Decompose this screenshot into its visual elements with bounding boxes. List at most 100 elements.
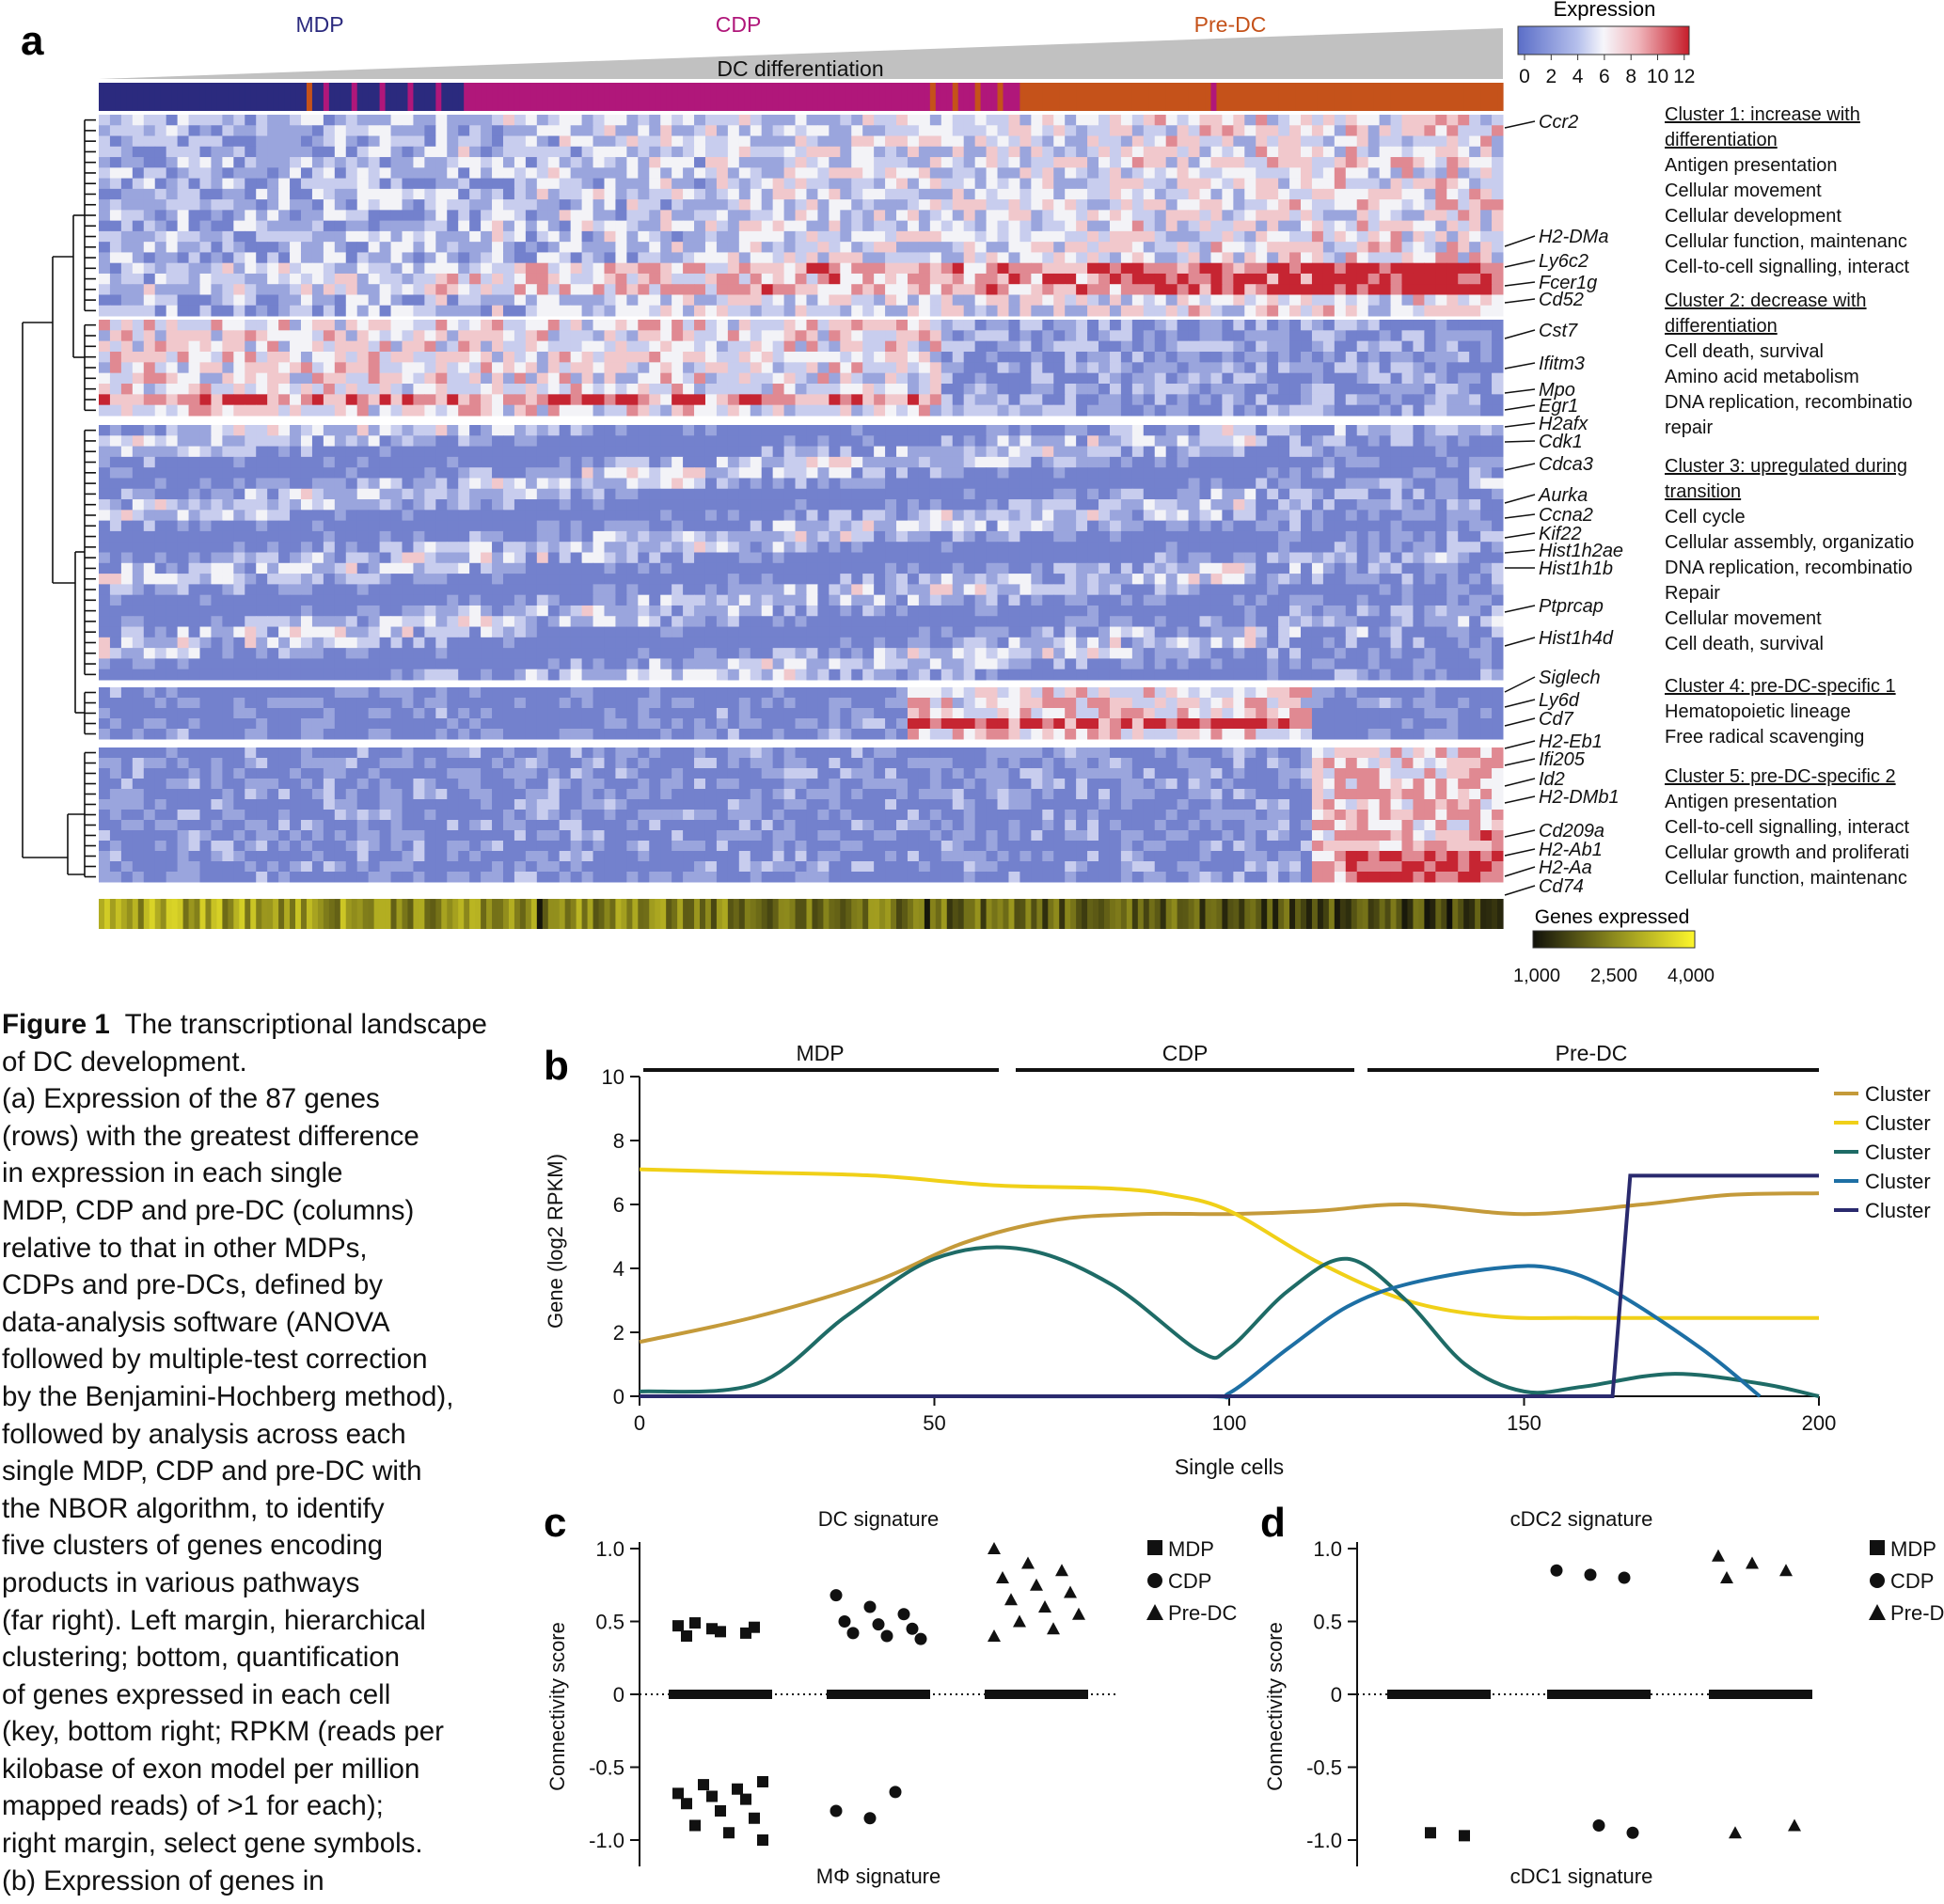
heatmap-cell: [1379, 520, 1392, 532]
heatmap-cell: [99, 330, 111, 342]
heatmap-cell: [177, 394, 190, 406]
heatmap-cell: [345, 372, 358, 385]
heatmap-cell: [581, 467, 594, 479]
heatmap-cell: [1098, 520, 1111, 532]
heatmap-cell: [783, 220, 797, 232]
heatmap-cell: [1334, 242, 1347, 253]
heatmap-cell: [143, 510, 156, 522]
heatmap-cell: [233, 362, 245, 374]
heatmap-cell: [1289, 115, 1302, 126]
heatmap-cell: [604, 488, 616, 500]
heatmap-cell: [1446, 510, 1459, 522]
heatmap-cell: [593, 372, 605, 385]
heatmap-cell: [435, 394, 448, 406]
heatmap-cell: [143, 115, 156, 126]
heatmap-cell: [278, 435, 291, 448]
heatmap-cell: [120, 230, 134, 243]
heatmap-cell: [604, 425, 616, 436]
heatmap-cell: [469, 478, 482, 490]
heatmap-cell: [1120, 178, 1133, 190]
heatmap-cell: [840, 273, 852, 285]
heatmap-cell: [795, 305, 807, 317]
heatmap-cell: [1435, 510, 1447, 522]
heatmap-cell: [1109, 362, 1122, 374]
cell-type-segment: [1435, 83, 1442, 111]
heatmap-cell: [413, 435, 425, 448]
heatmap-cell: [1379, 125, 1392, 137]
heatmap-cell: [514, 199, 527, 211]
heatmap-cell: [188, 446, 200, 458]
heatmap-cell: [492, 340, 504, 353]
heatmap-cell: [256, 115, 268, 126]
heatmap-cell: [840, 467, 852, 479]
cell-type-segment: [1317, 83, 1324, 111]
heatmap-cell: [278, 220, 291, 232]
heatmap-cell: [1322, 146, 1336, 158]
heatmap-cell: [502, 199, 515, 211]
heatmap-cell: [1120, 135, 1133, 148]
heatmap-cell: [862, 210, 875, 222]
heatmap-cell: [1334, 273, 1347, 285]
heatmap-cell: [1289, 320, 1302, 331]
heatmap-cell: [738, 456, 751, 468]
heatmap-cell: [672, 488, 684, 500]
heatmap-cell: [267, 220, 279, 232]
heatmap-cell: [1244, 178, 1256, 190]
heatmap-cell: [570, 167, 583, 180]
heatmap-cell: [885, 252, 897, 264]
heatmap-cell: [862, 115, 875, 126]
heatmap-cell: [1222, 284, 1234, 295]
heatmap-cell: [638, 115, 650, 126]
heatmap-cell: [379, 284, 392, 295]
heatmap-cell: [1165, 384, 1178, 395]
heatmap-cell: [1244, 125, 1256, 137]
heatmap-cell: [963, 384, 976, 395]
cell-type-segment: [1131, 83, 1139, 111]
heatmap-cell: [1345, 178, 1358, 190]
heatmap-cell: [525, 294, 538, 307]
heatmap-cell: [570, 230, 583, 243]
heatmap-cell: [154, 230, 167, 243]
heatmap-cell: [109, 352, 122, 363]
heatmap-cell: [615, 242, 627, 253]
heatmap-cell: [177, 188, 190, 200]
heatmap-cell: [514, 305, 527, 317]
heatmap-cell: [716, 220, 729, 232]
heatmap-cell: [1222, 520, 1234, 532]
heatmap-cell: [1322, 115, 1336, 126]
heatmap-cell: [368, 230, 381, 243]
heatmap-cell: [120, 242, 134, 253]
heatmap-cell: [547, 340, 561, 353]
heatmap-cell: [379, 404, 392, 417]
heatmap-cell: [795, 456, 807, 468]
heatmap-cell: [940, 446, 954, 458]
heatmap-cell: [447, 330, 459, 342]
cell-type-segment: [783, 83, 791, 111]
heatmap-cell: [772, 157, 785, 168]
heatmap-cell: [885, 115, 897, 126]
heatmap-cell: [672, 135, 684, 148]
heatmap-cell: [1143, 252, 1156, 264]
heatmap-cell: [109, 404, 122, 417]
heatmap-cell: [379, 372, 392, 385]
cell-type-segment: [99, 83, 105, 111]
heatmap-cell: [862, 488, 875, 500]
heatmap-cell: [1289, 520, 1302, 532]
heatmap-cell: [1008, 372, 1020, 385]
heatmap-cell: [132, 499, 145, 511]
heatmap-cell: [334, 362, 347, 374]
heatmap-cell: [1233, 425, 1245, 436]
heatmap-cell: [829, 340, 841, 353]
heatmap-cell: [447, 340, 459, 353]
heatmap-cell: [222, 188, 234, 200]
heatmap-cell: [672, 404, 684, 417]
heatmap-cell: [716, 210, 729, 222]
heatmap-cell: [940, 135, 954, 148]
heatmap-cell: [829, 467, 841, 479]
heatmap-cell: [885, 178, 897, 190]
heatmap-cell: [783, 157, 797, 168]
heatmap-cell: [907, 178, 920, 190]
heatmap-cell: [402, 456, 414, 468]
heatmap-cell: [570, 362, 583, 374]
heatmap-cell: [750, 135, 763, 148]
